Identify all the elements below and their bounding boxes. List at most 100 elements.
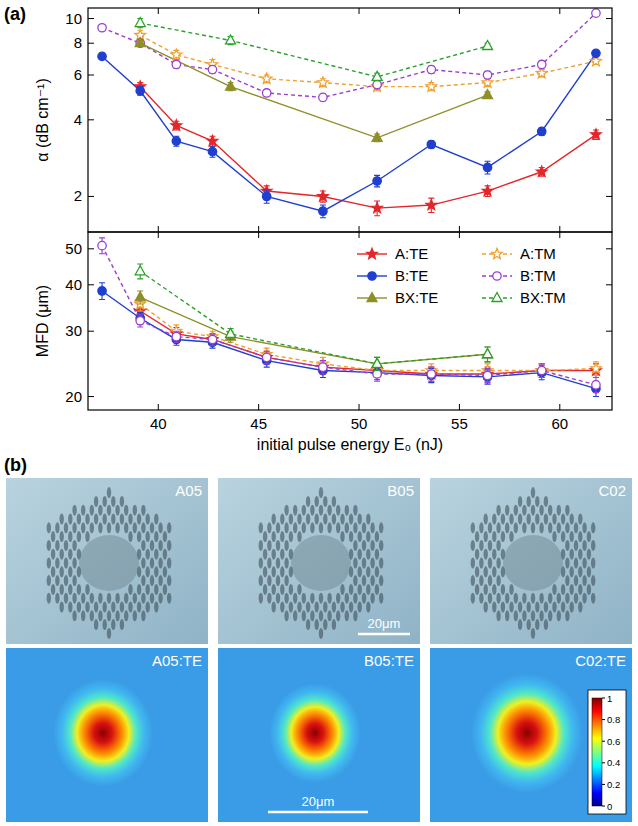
laser-track [375,531,379,542]
laser-track [505,505,509,516]
marker [483,71,491,79]
laser-track [263,566,267,577]
laser-track [578,602,582,613]
scale-bar [358,633,410,636]
marker [171,49,182,59]
laser-track [362,593,366,604]
tick [258,226,259,232]
tick [88,284,94,285]
laser-track [552,602,556,613]
laser-track [565,558,569,569]
laser-track [259,522,263,533]
mode-image [6,648,208,822]
legend-marker [492,293,502,302]
laser-track [471,593,475,604]
laser-track [72,505,76,516]
scale-label: 20μm [368,616,401,631]
laser-track [471,522,475,533]
marker [591,129,602,139]
mode-profile [269,683,361,783]
marker [171,120,182,130]
tick [606,18,612,19]
laser-track [565,610,569,621]
laser-track [60,549,64,560]
laser-track [55,558,59,569]
laser-track [548,522,552,533]
laser-track [284,540,288,551]
frame [88,8,612,232]
laser-track [158,558,162,569]
laser-track [141,522,145,533]
laser-track [484,514,488,525]
laser-track [47,522,51,533]
laser-track [68,566,72,577]
laser-track [475,584,479,595]
laser-track [124,522,128,533]
laser-track [539,610,543,621]
laser-track [561,584,565,595]
laser-track [272,584,276,595]
legend-label: A:TE [395,245,428,262]
laser-track [587,566,591,577]
laser-track [276,593,280,604]
laser-track [327,593,331,604]
laser-track [120,514,124,525]
laser-track [557,610,561,621]
marker [373,80,381,88]
laser-track [137,514,141,525]
laser-track [115,593,119,604]
laser-track [68,549,72,560]
marker [226,328,236,337]
laser-track [349,584,353,595]
laser-track [578,566,582,577]
tick [158,8,159,14]
laser-track [492,514,496,525]
laser-track [141,505,145,516]
laser-track [332,619,336,630]
laser-track [582,540,586,551]
mode-bg [218,648,420,822]
laser-track [353,558,357,569]
legend-marker [367,248,378,258]
laser-track [280,531,284,542]
laser-track [479,558,483,569]
laser-track [280,566,284,577]
laser-track [531,522,535,533]
laser-track [518,514,522,525]
laser-track [484,584,488,595]
laser-track [124,593,128,604]
laser-track [124,505,128,516]
laser-track [492,531,496,542]
laser-track [103,496,107,507]
marker [136,87,144,95]
laser-track [154,602,158,613]
laser-track [60,584,64,595]
laser-track [327,505,331,516]
tick [359,8,360,14]
laser-track [284,610,288,621]
laser-track [492,584,496,595]
laser-track [375,549,379,560]
laser-track [98,593,102,604]
laser-track [72,558,76,569]
laser-track [163,549,167,560]
laser-track [492,602,496,613]
laser-track [150,575,154,586]
colorbar-label: 0.6 [607,736,620,747]
laser-track [167,575,171,586]
laser-track [349,514,353,525]
laser-track [154,514,158,525]
laser-track [336,522,340,533]
laser-track [284,522,288,533]
laser-track [133,522,137,533]
colorbar [592,698,602,806]
laser-track [518,496,522,507]
laser-track [154,531,158,542]
legend-label: BX:TE [395,289,438,306]
colorbar-label: 0.2 [607,779,620,790]
laser-track [284,505,288,516]
laser-track [111,514,115,525]
series-line [102,53,596,211]
marker [98,241,106,249]
laser-track [366,549,370,560]
